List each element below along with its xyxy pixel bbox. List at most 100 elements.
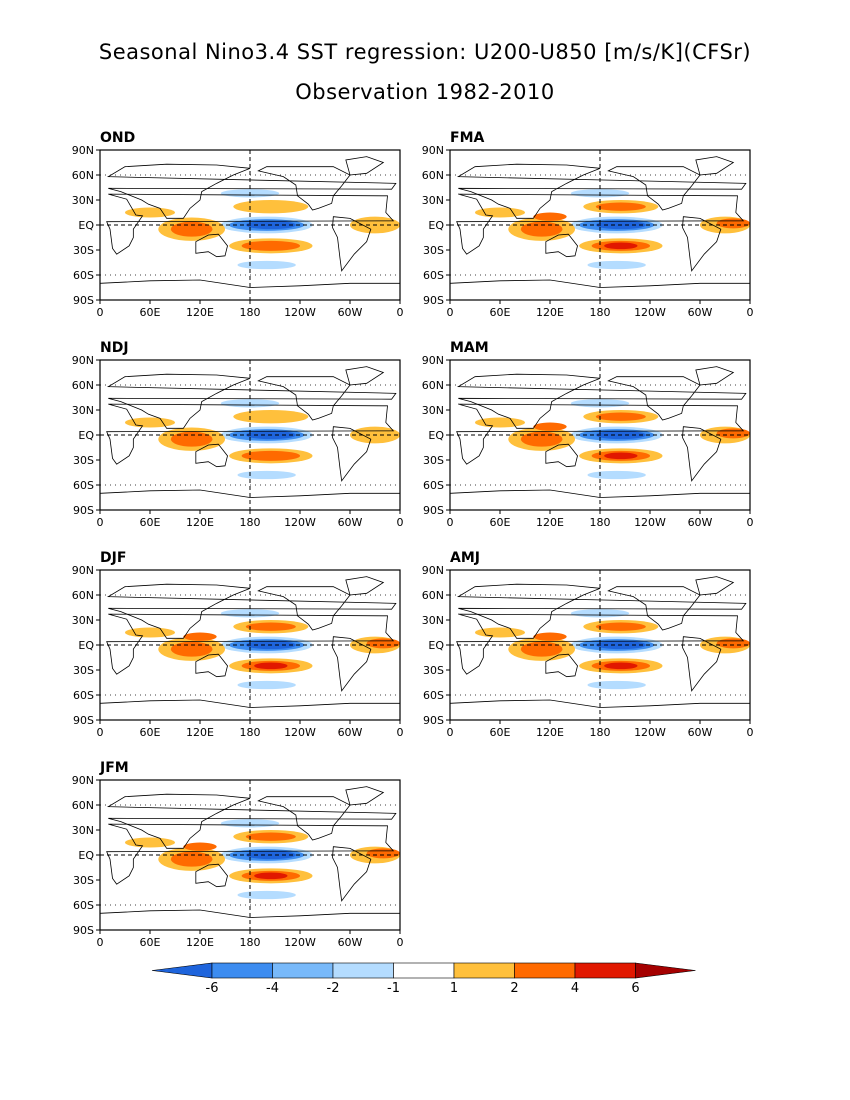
lat-tick-label: 30N	[72, 404, 94, 417]
coastline-2	[195, 653, 228, 678]
panel-label: OND	[100, 130, 135, 146]
figure-title: Seasonal Nino3.4 SST regression: U200-U8…	[98, 40, 752, 64]
coastline-6	[695, 156, 735, 176]
coastline-4	[332, 636, 372, 692]
colorbar-segment	[272, 962, 334, 979]
anomaly-contour-7	[170, 221, 213, 237]
lon-tick-label: 180	[590, 516, 611, 529]
coastline-6	[345, 156, 385, 176]
coastline-3	[607, 586, 701, 631]
lat-tick-label: 30S	[73, 874, 94, 887]
lat-tick-label: 60N	[72, 589, 94, 602]
lat-tick-label: 30N	[72, 824, 94, 837]
lon-tick-label: 60E	[490, 306, 511, 319]
coastline-2	[545, 653, 578, 678]
lat-tick-label: 30S	[73, 454, 94, 467]
colorbar-tick-label: 4	[571, 981, 579, 996]
coastline-2	[195, 863, 228, 888]
coastline-1	[456, 373, 747, 429]
lat-tick-label: 90S	[423, 714, 444, 727]
colorbar-segment	[574, 962, 636, 979]
anomaly-contour-3	[233, 410, 309, 424]
coastline-3	[607, 376, 701, 421]
lon-tick-label: 60W	[338, 516, 363, 529]
lon-tick-label: 0	[97, 936, 104, 949]
lon-tick-label: 120W	[634, 306, 666, 319]
coastline-5	[100, 489, 400, 510]
anomaly-contour-12	[595, 412, 646, 421]
lon-tick-label: 120E	[186, 936, 214, 949]
lat-tick-label: 90S	[423, 504, 444, 517]
lon-tick-label: 180	[240, 726, 261, 739]
lon-tick-label: 0	[447, 516, 454, 529]
lon-tick-label: 120W	[284, 936, 316, 949]
coastline-1	[456, 163, 747, 219]
anomaly-contour-7	[520, 221, 563, 237]
lat-tick-label: 90S	[73, 924, 94, 937]
colorbar-tick-label: -4	[266, 981, 279, 996]
coastline-0	[456, 193, 745, 255]
lon-tick-label: 180	[240, 516, 261, 529]
anomaly-contour-7	[520, 641, 563, 657]
coastline-0	[106, 403, 395, 465]
lon-tick-label: 60W	[338, 936, 363, 949]
coastline-3	[257, 376, 351, 421]
colorbar-segment	[332, 962, 394, 979]
anomaly-contour-5	[241, 450, 300, 461]
lon-tick-label: 0	[747, 306, 754, 319]
coastline-4	[332, 846, 372, 902]
colorbar-tick-label: -6	[206, 981, 219, 996]
lon-tick-label: 0	[397, 516, 404, 529]
anomaly-contour-12	[595, 622, 646, 631]
coastline-6	[345, 576, 385, 596]
lat-tick-label: 60S	[423, 479, 444, 492]
lon-tick-label: 60E	[490, 726, 511, 739]
anomaly-contour-10	[587, 680, 646, 690]
panel-label: FMA	[450, 130, 484, 146]
anomaly-contour-10	[587, 260, 646, 270]
lon-tick-label: 0	[747, 516, 754, 529]
lon-tick-label: 60W	[338, 726, 363, 739]
lon-tick-label: 120W	[634, 726, 666, 739]
anomaly-contour-7	[170, 641, 213, 657]
coastline-4	[682, 636, 722, 692]
lat-tick-label: 60N	[422, 379, 444, 392]
coastline-1	[106, 163, 397, 219]
lon-tick-label: 120W	[284, 726, 316, 739]
lat-tick-label: 30N	[422, 194, 444, 207]
lon-tick-label: 180	[590, 306, 611, 319]
lat-tick-label: 90N	[72, 144, 94, 157]
lat-tick-label: 90S	[73, 714, 94, 727]
colorbar-tick-label: 2	[510, 981, 518, 996]
lon-tick-label: 0	[397, 726, 404, 739]
coastline-5	[450, 279, 750, 300]
lat-tick-label: 30S	[73, 244, 94, 257]
lat-tick-label: 60N	[422, 589, 444, 602]
lat-tick-label: 90S	[423, 294, 444, 307]
lon-tick-label: 120E	[536, 726, 564, 739]
coastline-5	[100, 279, 400, 300]
anomaly-contour-13	[604, 242, 638, 250]
coastline-5	[100, 699, 400, 720]
anomaly-contour-15	[533, 632, 567, 641]
lon-tick-label: 120E	[536, 516, 564, 529]
lat-tick-label: EQ	[78, 219, 94, 232]
lon-tick-label: 120E	[536, 306, 564, 319]
anomaly-contour-10	[237, 470, 296, 480]
coastline-1	[106, 583, 397, 639]
colorbar-tick-label: -1	[387, 981, 400, 996]
coastline-6	[695, 576, 735, 596]
lat-tick-label: 30S	[423, 244, 444, 257]
lat-tick-label: 30N	[72, 614, 94, 627]
panel-label: JFM	[99, 760, 129, 776]
lat-tick-label: 90N	[72, 774, 94, 787]
anomaly-contour-12	[245, 832, 296, 841]
coastline-6	[695, 366, 735, 386]
lon-tick-label: 0	[97, 726, 104, 739]
lon-tick-label: 120W	[284, 516, 316, 529]
coastline-3	[257, 586, 351, 631]
coastline-4	[332, 216, 372, 272]
